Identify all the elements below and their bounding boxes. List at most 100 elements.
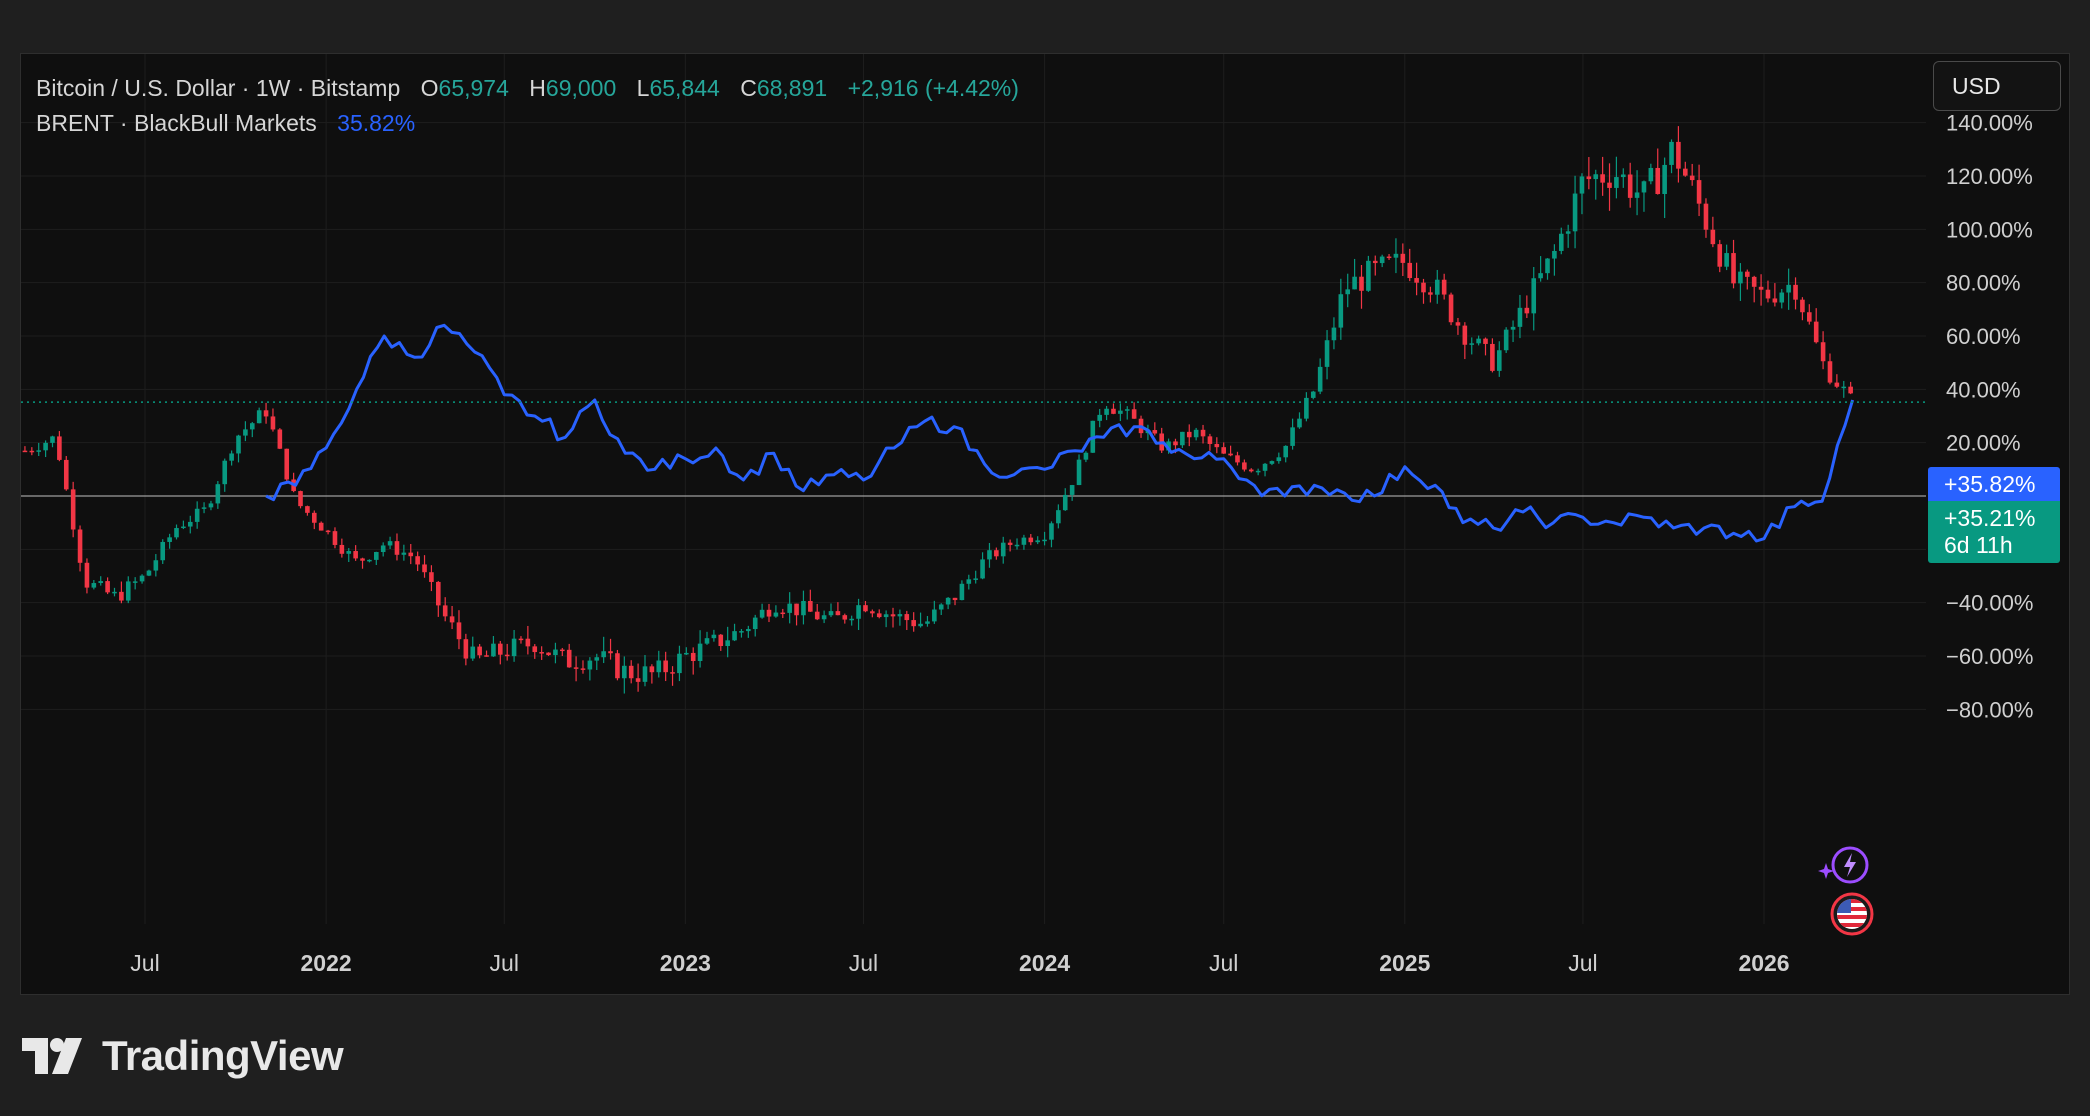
candle-body xyxy=(1614,177,1619,188)
tradingview-logo[interactable]: TradingView xyxy=(22,1030,344,1082)
compare-value: 35.82% xyxy=(337,110,416,136)
candle-body xyxy=(987,550,992,560)
candle-body xyxy=(518,638,524,641)
candle-body xyxy=(1827,361,1833,383)
currency-button[interactable]: USD xyxy=(1933,61,2061,111)
y-tick-label: 100.00% xyxy=(1946,217,2033,242)
candle-body xyxy=(1193,429,1199,438)
candle-body xyxy=(1242,462,1247,470)
x-tick-label: 2024 xyxy=(1019,950,1070,976)
candle-body xyxy=(1717,244,1723,267)
candle-body xyxy=(408,552,414,557)
candle-body xyxy=(1483,338,1488,344)
y-tick-label: −60.00% xyxy=(1946,644,2033,669)
candle-body xyxy=(945,597,951,605)
candle-body xyxy=(1393,253,1399,258)
candle-body xyxy=(387,541,393,546)
candle-body xyxy=(498,643,503,655)
candle-body xyxy=(615,653,620,679)
candle-body xyxy=(1386,256,1392,259)
candle-body xyxy=(1014,544,1020,547)
chart-panel[interactable]: 140.00% 120.00% 100.00% 80.00% 60.00% 40.00% 2… xyxy=(20,53,2070,995)
candle-body xyxy=(236,435,241,454)
candle-body xyxy=(346,551,352,554)
candle-body xyxy=(587,660,593,670)
candle-body xyxy=(491,643,496,657)
candle-body xyxy=(504,654,510,657)
candle-body xyxy=(1104,408,1109,415)
legend-compare: BRENT · BlackBull Markets 35.82% xyxy=(36,110,415,137)
candle-body xyxy=(1221,447,1227,454)
y-tick-label: 120.00% xyxy=(1946,164,2033,189)
candle-body xyxy=(1407,262,1413,279)
candle-body xyxy=(139,575,145,582)
candle-body xyxy=(1235,455,1240,463)
candle-body xyxy=(677,653,682,674)
chart-canvas[interactable]: 140.00% 120.00% 100.00% 80.00% 60.00% 40.00% 2… xyxy=(21,54,2069,994)
candle-body xyxy=(374,552,379,560)
candle-body xyxy=(1841,386,1847,389)
candle-body xyxy=(876,613,882,618)
candle-body xyxy=(1448,294,1454,323)
brent-series-line xyxy=(265,323,1855,543)
candle-body xyxy=(1290,427,1295,446)
candle-body xyxy=(1545,258,1550,274)
candle-body xyxy=(1490,343,1495,371)
candle-body xyxy=(436,581,441,606)
candle-body xyxy=(1820,342,1826,362)
lightning-sparkle-icon[interactable] xyxy=(1818,843,1870,894)
candle-body xyxy=(994,550,999,557)
candle-body xyxy=(84,562,90,588)
candle-body xyxy=(1166,441,1171,451)
candle-body xyxy=(1634,192,1640,198)
candle-body xyxy=(918,623,923,627)
candle-body xyxy=(1738,271,1743,284)
candle-body xyxy=(1572,193,1578,232)
candle-body xyxy=(690,652,696,662)
candle-body xyxy=(174,528,179,538)
compare-symbol-label[interactable]: BRENT · BlackBull Markets xyxy=(36,110,317,136)
candle-body xyxy=(856,605,861,619)
grid-lines xyxy=(21,54,1926,924)
candle-body xyxy=(222,460,228,485)
x-axis: Jul 2022 Jul 2023 Jul 2024 Jul 2025 Jul 2026 xyxy=(130,950,1789,976)
candle-body xyxy=(415,556,420,565)
candle-body xyxy=(663,660,668,673)
btc-price-tag: +35.21% 6d 11h xyxy=(1928,501,2060,563)
candle-body xyxy=(511,638,517,657)
candle-body xyxy=(146,570,152,576)
low-value: 65,844 xyxy=(649,75,720,101)
x-tick-label: Jul xyxy=(130,950,159,976)
candle-body xyxy=(1152,430,1158,434)
main-symbol-label[interactable]: Bitcoin / U.S. Dollar · 1W · Bitstamp xyxy=(36,75,401,101)
candle-body xyxy=(1414,278,1419,283)
candle-body xyxy=(1000,542,1006,557)
y-tick-label: 140.00% xyxy=(1946,111,2033,136)
candle-body xyxy=(422,564,427,573)
candle-body xyxy=(1503,329,1509,351)
candle-body xyxy=(711,634,717,639)
y-tick-label: 80.00% xyxy=(1946,271,2021,296)
candle-body xyxy=(401,552,407,555)
candle-body xyxy=(132,581,138,583)
candle-body xyxy=(1517,307,1523,327)
candle-body xyxy=(808,600,813,612)
candle-body xyxy=(1593,174,1599,180)
candle-body xyxy=(1751,276,1757,287)
candle-body xyxy=(1800,299,1805,313)
candle-body xyxy=(897,614,903,617)
y-axis: 140.00% 120.00% 100.00% 80.00% 60.00% 40.00% 2… xyxy=(1946,111,2033,723)
candle-body xyxy=(1324,340,1330,367)
x-tick-label: 2026 xyxy=(1738,950,1789,976)
us-flag-icon[interactable] xyxy=(1829,891,1875,942)
candle-body xyxy=(1111,408,1116,414)
candle-body xyxy=(938,604,944,610)
candle-body xyxy=(1676,141,1681,169)
candle-body xyxy=(1310,391,1316,398)
candle-body xyxy=(684,652,689,655)
candle-body xyxy=(1607,182,1612,188)
candle-body xyxy=(380,545,386,553)
candle-body xyxy=(1724,253,1729,267)
candle-body xyxy=(1248,469,1254,472)
candle-body xyxy=(284,448,290,480)
